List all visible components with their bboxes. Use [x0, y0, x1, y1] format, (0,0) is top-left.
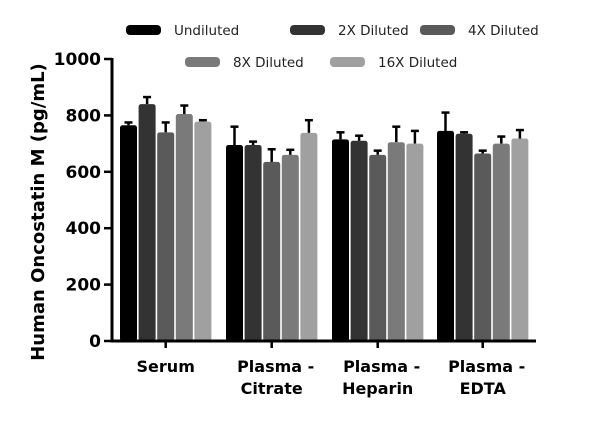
x-tick-label: Plasma - [237, 357, 314, 376]
bar [455, 133, 473, 341]
legend-swatch [126, 25, 161, 35]
legend-swatch [420, 25, 455, 35]
legend-swatch [290, 25, 325, 35]
x-tick-label: Plasma - [343, 357, 420, 376]
x-tick-label: EDTA [460, 379, 507, 398]
bar [511, 138, 529, 341]
y-tick-label: 400 [66, 219, 102, 239]
y-axis-label: Human Oncostatin M (pg/mL) [28, 63, 49, 361]
legend-label: 8X Diluted [233, 55, 304, 71]
legend-swatch [330, 57, 365, 67]
x-tick-label: Plasma - [448, 357, 525, 376]
bar [281, 154, 299, 341]
y-tick-label: 600 [66, 163, 102, 183]
bar [138, 104, 156, 342]
legend-label: 2X Diluted [338, 23, 409, 39]
bar [437, 130, 454, 341]
x-tick-label: Serum [137, 357, 195, 376]
bar [226, 145, 243, 341]
bar [194, 121, 212, 341]
x-tick-label: Heparin [342, 379, 413, 398]
bar [387, 142, 405, 341]
bar [332, 139, 349, 341]
y-tick-label: 1000 [54, 50, 101, 70]
bar [175, 113, 193, 342]
y-tick-label: 800 [66, 106, 102, 126]
legend-label: 16X Diluted [378, 55, 457, 71]
legend-label: 4X Diluted [468, 23, 539, 39]
bars [120, 95, 529, 342]
legend: Undiluted 2X Diluted 4X Diluted 8X Diluted 1… [126, 23, 539, 71]
bar [157, 132, 175, 341]
legend-label: Undiluted [174, 23, 239, 39]
bar [406, 143, 424, 341]
bar [263, 161, 281, 341]
bar [492, 143, 510, 341]
x-tick-label: Citrate [241, 379, 303, 398]
y-tick-label: 0 [89, 332, 101, 352]
bar [474, 153, 492, 341]
bar [350, 140, 368, 341]
bar [120, 125, 137, 342]
legend-swatch [185, 57, 220, 67]
y-tick-label: 200 [66, 276, 102, 296]
axes: Serum Plasma - Citrate Plasma - Heparin Plasm… [54, 50, 536, 398]
bar [244, 145, 262, 341]
bar [369, 154, 387, 341]
bar [300, 132, 318, 341]
